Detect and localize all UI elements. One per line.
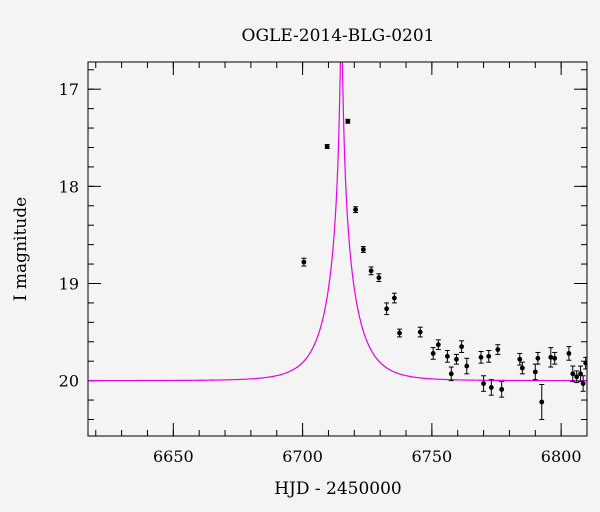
data-point <box>486 353 492 359</box>
data-point <box>535 355 541 361</box>
x-axis-label: HJD - 2450000 <box>274 479 402 499</box>
data-points <box>301 118 587 420</box>
x-tick-label: 6700 <box>282 447 323 466</box>
data-point <box>519 365 525 371</box>
data-point <box>368 268 374 274</box>
data-point <box>570 371 576 377</box>
data-point <box>430 351 436 356</box>
data-point <box>548 354 554 360</box>
data-point <box>376 275 382 281</box>
data-point <box>384 306 390 312</box>
data-point <box>539 399 545 405</box>
data-point <box>464 363 470 369</box>
y-tick-label: 19 <box>59 274 79 293</box>
data-point <box>454 356 459 362</box>
data-point <box>488 385 494 390</box>
data-point <box>301 259 307 265</box>
x-tick-label: 6800 <box>541 447 582 466</box>
data-point <box>397 330 402 336</box>
data-point <box>495 347 501 352</box>
data-point <box>435 342 441 348</box>
chart-title: OGLE-2014-BLG-0201 <box>242 26 435 46</box>
y-axis-label: I magnitude <box>11 197 31 301</box>
data-point <box>444 353 450 359</box>
x-tick-label: 6750 <box>412 447 453 466</box>
data-point <box>360 247 366 252</box>
data-point <box>481 381 486 386</box>
data-point <box>324 144 330 149</box>
data-point <box>532 369 538 375</box>
data-point <box>345 118 351 124</box>
data-point <box>574 374 580 380</box>
data-point <box>517 356 523 362</box>
model-curve <box>88 62 587 382</box>
y-tick-label: 17 <box>59 80 79 99</box>
x-tick-labels: 6650 6700 6750 6800 <box>153 447 582 466</box>
data-point <box>448 371 454 377</box>
y-tick-label: 20 <box>59 372 79 391</box>
data-point <box>353 207 358 213</box>
data-point <box>499 386 505 392</box>
y-tick-labels: 17 18 19 20 <box>59 80 79 390</box>
plot-frame <box>87 61 588 437</box>
data-point <box>566 351 572 356</box>
data-point <box>578 371 583 377</box>
data-point <box>552 355 558 361</box>
data-point <box>417 329 423 335</box>
data-point <box>583 360 587 366</box>
data-point <box>391 295 397 301</box>
x-tick-label: 6650 <box>153 447 194 466</box>
data-point <box>478 354 484 360</box>
y-tick-label: 18 <box>59 177 79 196</box>
data-point <box>459 344 465 350</box>
data-point <box>580 381 586 386</box>
